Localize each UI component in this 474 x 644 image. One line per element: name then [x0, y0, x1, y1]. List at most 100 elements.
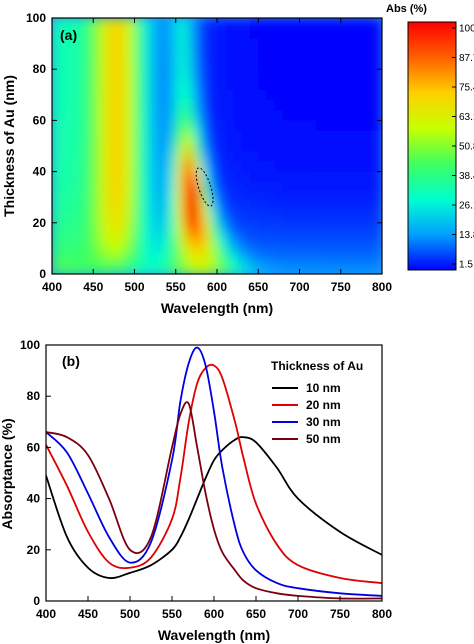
heatmap-cell: [101, 212, 111, 224]
heatmap-cell: [349, 181, 358, 193]
heatmap-cell: [167, 38, 177, 50]
heatmap-cell: [307, 28, 317, 40]
series-line-30-nm: [46, 346, 382, 597]
heatmap-cell: [233, 99, 243, 111]
heatmap-cell: [142, 202, 152, 214]
heatmap-cell: [349, 130, 358, 142]
heatmap-cell: [241, 263, 251, 274]
heatmap-cell: [365, 130, 375, 142]
heatmap-cell: [233, 48, 243, 60]
heatmap-cell: [192, 151, 202, 162]
heatmap-cell: [208, 202, 218, 214]
heatmap-cell: [208, 48, 218, 60]
heatmap-cell: [233, 120, 243, 132]
heatmap-cell: [200, 161, 210, 173]
heatmap-y-axis-label: Thickness of Au (nm): [1, 75, 17, 217]
heatmap-cell: [291, 192, 301, 203]
heatmap-cell: [175, 263, 185, 274]
heatmap-cell: [208, 89, 218, 101]
heatmap-cell: [332, 69, 342, 81]
heatmap-cell: [274, 18, 284, 29]
heatmap-cell: [151, 253, 160, 265]
heatmap-cell: [101, 161, 111, 173]
heatmap-cell: [283, 120, 292, 132]
line-chart-y-tick-label: 60: [27, 440, 41, 454]
heatmap-cell: [200, 181, 210, 193]
heatmap-cell: [134, 151, 144, 162]
heatmap-cell: [332, 192, 342, 203]
heatmap-cell: [307, 89, 317, 101]
heatmap-cell: [316, 161, 325, 173]
heatmap-cell: [118, 89, 127, 101]
heatmap-cell: [175, 130, 185, 142]
heatmap-cell: [159, 48, 169, 60]
heatmap-cell: [283, 89, 292, 101]
heatmap-cell: [184, 89, 193, 101]
heatmap-cell: [274, 161, 284, 173]
heatmap-cell: [307, 79, 317, 91]
heatmap-cell: [299, 212, 309, 224]
heatmap-cell: [274, 192, 284, 203]
heatmap-cell: [208, 120, 218, 132]
heatmap-cell: [142, 110, 152, 121]
heatmap-field: [52, 18, 382, 274]
heatmap-cell: [324, 89, 334, 101]
heatmap-cell: [126, 130, 136, 142]
heatmap-cell: [118, 202, 127, 214]
heatmap-cell: [349, 151, 358, 162]
heatmap-cell: [167, 151, 177, 162]
heatmap-cell: [283, 181, 292, 193]
heatmap-cell: [340, 161, 350, 173]
heatmap-cell: [324, 151, 334, 162]
line-chart-x-tick-label: 650: [246, 607, 266, 621]
heatmap-cell: [340, 202, 350, 214]
heatmap-cell: [184, 69, 193, 81]
heatmap-cell: [68, 233, 78, 244]
heatmap-x-tick-label: 600: [207, 280, 227, 294]
heatmap-cell: [167, 48, 177, 60]
heatmap-cell: [217, 181, 226, 193]
heatmap-cell: [85, 99, 94, 111]
line-chart-y-tick-label: 100: [20, 338, 40, 352]
heatmap-cell: [316, 110, 325, 121]
heatmap-cell: [349, 263, 358, 274]
series-line-50-nm: [46, 401, 382, 600]
heatmap-cell: [134, 120, 144, 132]
heatmap-cell: [299, 243, 309, 255]
heatmap-cell: [142, 69, 152, 81]
heatmap-cell: [60, 263, 70, 274]
heatmap-cell: [357, 202, 367, 214]
heatmap-cell: [85, 192, 94, 203]
heatmap-cell: [349, 79, 358, 91]
heatmap-x-tick-label: 700: [289, 280, 309, 294]
heatmap-cell: [68, 140, 78, 152]
heatmap-cell: [357, 243, 367, 255]
heatmap-cell: [52, 222, 61, 234]
heatmap-cell: [118, 192, 127, 203]
heatmap-cell: [175, 38, 185, 50]
heatmap-cell: [324, 263, 334, 274]
heatmap-cell: [101, 151, 111, 162]
heatmap-cell: [192, 99, 202, 111]
heatmap-cell: [109, 151, 119, 162]
heatmap-cell: [258, 48, 268, 60]
heatmap-cell: [200, 192, 210, 203]
heatmap-cell: [241, 58, 251, 70]
heatmap-cell: [357, 48, 367, 60]
heatmap-cell: [340, 18, 350, 29]
heatmap-cell: [109, 110, 119, 121]
heatmap-cell: [250, 243, 259, 255]
heatmap-cell: [225, 120, 235, 132]
heatmap-cell: [175, 253, 185, 265]
heatmap-cell: [233, 89, 243, 101]
heatmap-cell: [200, 69, 210, 81]
heatmap-cell: [291, 130, 301, 142]
heatmap-cell: [134, 212, 144, 224]
heatmap-cell: [52, 99, 61, 111]
heatmap-cell: [60, 222, 70, 234]
heatmap-cell: [208, 233, 218, 244]
heatmap-cell: [340, 69, 350, 81]
heatmap-cell: [324, 140, 334, 152]
heatmap-cell: [217, 243, 226, 255]
heatmap-cell: [365, 48, 375, 60]
